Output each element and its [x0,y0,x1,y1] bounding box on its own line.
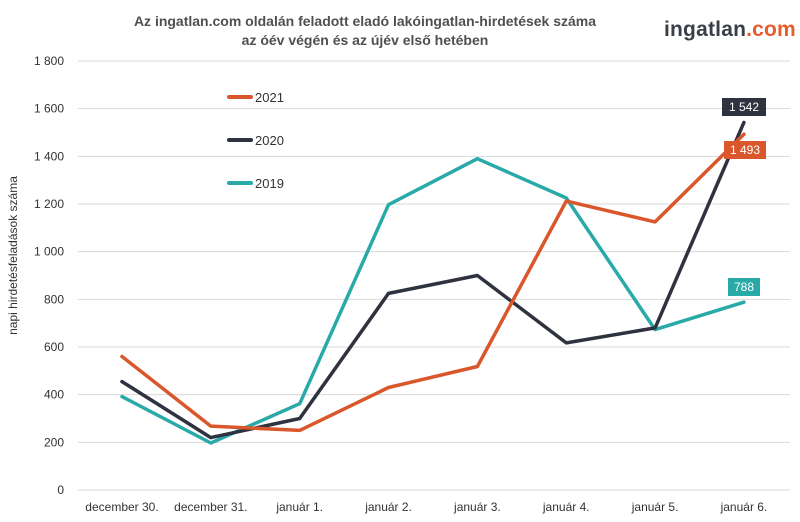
x-tick-label: december 31. [174,500,247,514]
data-point-2021 [387,386,391,390]
legend-label-2021: 2021 [255,90,284,105]
x-tick-label: január 3. [453,500,501,514]
data-label-2020: 1 542 [729,100,759,114]
y-axis-label: napi hirdetésfeladások száma [6,176,20,335]
data-point-2019 [209,441,213,445]
data-point-2019 [120,395,124,399]
data-point-2020 [209,436,213,440]
data-point-2020 [475,274,479,277]
data-point-2019 [742,300,746,304]
data-point-2019 [475,157,479,161]
data-label-box-2020 [722,98,766,116]
brand-logo: ingatlan.com [664,18,796,42]
data-point-2021 [475,365,479,369]
data-point-2021 [653,220,657,224]
data-label-box-2021 [724,141,766,159]
y-tick-label: 0 [57,483,64,497]
data-point-2021 [742,132,746,136]
x-tick-label: január 2. [364,500,412,514]
y-tick-label: 1 200 [34,197,64,211]
data-point-2021 [564,199,568,203]
data-label-2021: 1 493 [730,143,760,157]
chart-title-line1: Az ingatlan.com oldalán feladott eladó l… [133,13,597,29]
y-tick-label: 1 400 [34,149,64,163]
y-tick-label: 1 600 [34,102,64,116]
data-point-2020 [120,380,124,384]
x-tick-label: január 1. [275,500,323,514]
series-line-2021 [120,132,746,433]
x-tick-label: január 4. [542,500,590,514]
chart-title: Az ingatlan.com oldalán feladott eladó l… [95,12,635,50]
data-point-2021 [298,428,302,432]
data-point-2020 [742,120,746,124]
y-tick-label: 1 000 [34,245,64,259]
x-tick-label: január 6. [720,500,768,514]
data-label-box-2019 [728,278,760,296]
logo-main: ingatlan [664,18,747,41]
data-point-2019 [298,402,302,406]
chart-title-line2: az óév végén és az újév első hetében [241,32,489,48]
data-point-2019 [564,196,568,200]
data-point-2020 [298,417,302,420]
y-tick-label: 1 800 [34,54,64,68]
data-point-2020 [564,341,568,345]
logo-dot: .com [746,18,796,41]
data-point-2020 [653,326,657,330]
series-line-2020 [120,120,746,440]
y-tick-label: 800 [44,292,64,306]
legend-label-2019: 2019 [255,176,284,191]
x-tick-label: január 5. [631,500,679,514]
legend-label-2020: 2020 [255,133,284,148]
y-tick-label: 600 [44,340,64,354]
data-label-2019: 788 [734,280,754,294]
data-point-2020 [387,291,391,295]
data-point-2021 [120,355,124,359]
series-line-2019 [120,156,746,445]
data-point-2021 [209,424,213,428]
data-point-2019 [387,203,391,207]
y-tick-label: 400 [44,388,64,402]
y-tick-label: 200 [44,435,64,449]
x-tick-label: december 30. [85,500,158,514]
